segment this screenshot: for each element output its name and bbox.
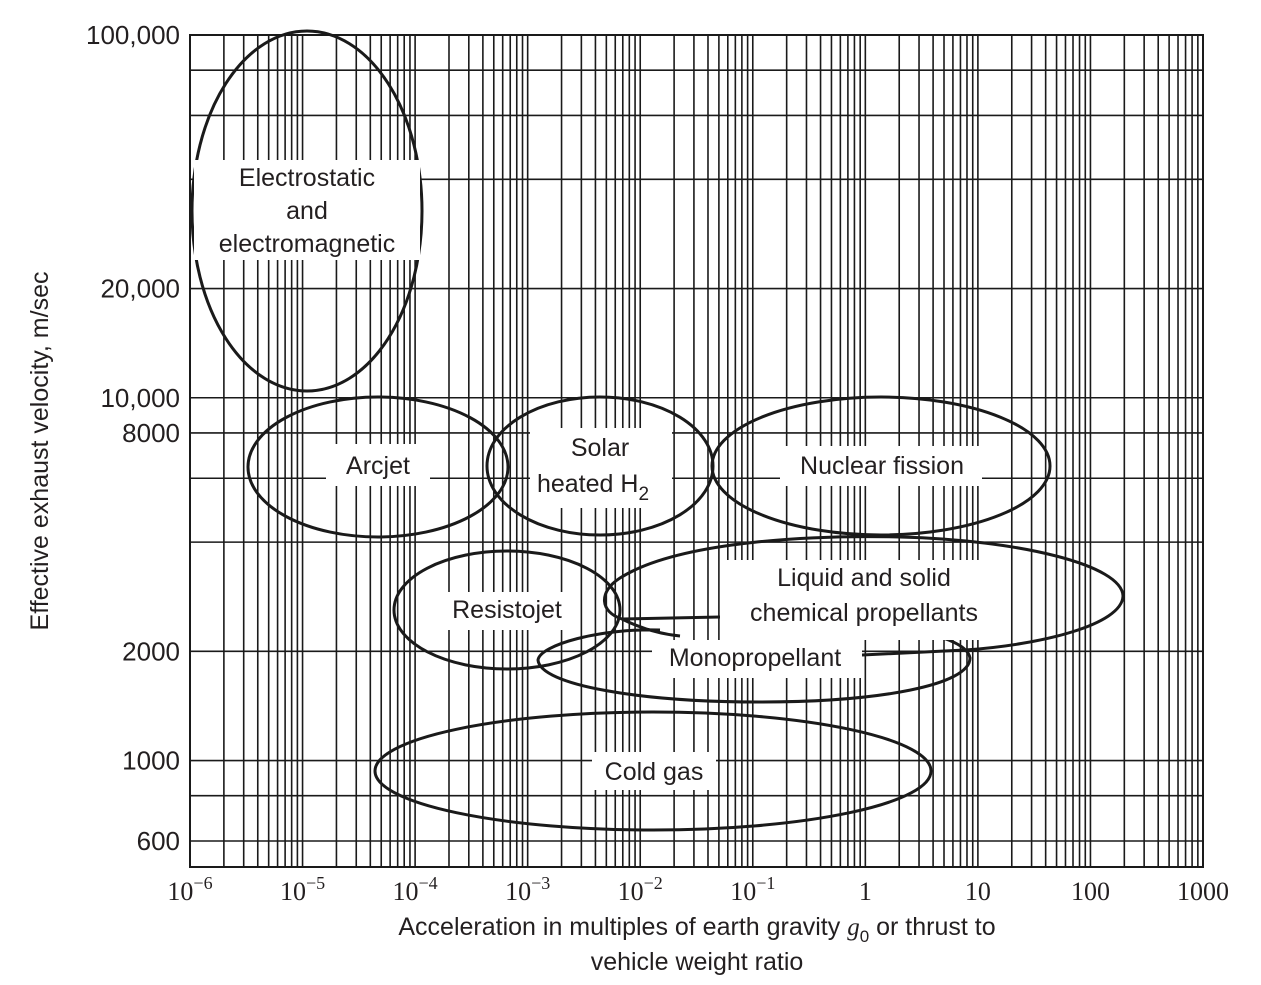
y-tick-label: 8000: [122, 418, 180, 448]
region-chemical-propellants: [603, 535, 1125, 657]
region-label-electrostatic-and-electromagnetic: Electrostatic: [239, 164, 375, 192]
region-label-electrostatic-and-electromagnetic: and: [286, 197, 328, 225]
label-background: [592, 752, 716, 790]
x-tick-label: 10−3: [505, 873, 550, 906]
x-tick-label: 10−4: [393, 873, 438, 906]
x-tick-label: 1: [859, 877, 872, 906]
region-label-solar-heated-h2: Solar: [571, 434, 629, 462]
label-background: [194, 160, 420, 260]
region-label-arcjet: Arcjet: [346, 452, 410, 480]
region-label-electrostatic-and-electromagnetic: electromagnetic: [219, 230, 395, 258]
region-label-cold-gas: Cold gas: [605, 758, 704, 786]
region-label-liquid-and-solid-chemical-propellants: chemical propellants: [750, 599, 978, 627]
label-background: [652, 640, 862, 678]
region-nuclear-fission: [710, 395, 1052, 537]
x-tick-label: 10−2: [618, 873, 663, 906]
region-electrostatic: [190, 29, 424, 393]
y-tick-label: 1000: [122, 746, 180, 776]
y-tick-label: 2000: [122, 636, 180, 666]
y-tick-label: 100,000: [86, 20, 180, 50]
y-tick-label: 20,000: [100, 274, 180, 304]
x-tick-label: 10−1: [730, 873, 775, 906]
label-background: [780, 446, 982, 486]
x-tick-label: 10−6: [167, 873, 212, 906]
y-tick-label: 600: [137, 826, 180, 856]
region-resistojet: [392, 549, 622, 671]
y-axis-ticks: 100,000 20,000 10,000 8000 2000 1000 600: [86, 20, 180, 856]
region-cold-gas: [373, 710, 933, 832]
x-axis-title-line1: Acceleration in multiples of earth gravi…: [398, 913, 995, 946]
label-background: [440, 592, 574, 630]
region-label-solar-heated-h2: heated H2: [537, 470, 649, 505]
region-monopropellant: [536, 617, 972, 704]
region-label-monopropellant: Monopropellant: [669, 644, 841, 672]
x-tick-label: 100: [1071, 877, 1110, 906]
region-arcjet: [246, 395, 510, 539]
regions-layer: [190, 29, 1125, 832]
y-tick-label: 10,000: [100, 383, 180, 413]
region-label-nuclear-fission: Nuclear fission: [800, 452, 964, 480]
label-background: [530, 428, 672, 508]
label-background: [326, 444, 430, 486]
region-labels-layer: Electrostatic and electromagnetic Arcjet Sol…: [194, 160, 1002, 790]
region-label-resistojet: Resistojet: [452, 596, 562, 624]
x-tick-label: 1000: [1177, 877, 1229, 906]
x-tick-label: 10−5: [280, 873, 325, 906]
plot-frame: [189, 34, 1204, 868]
region-label-liquid-and-solid-chemical-propellants: Liquid and solid: [777, 564, 951, 592]
x-axis-title-line2: vehicle weight ratio: [591, 948, 804, 976]
label-background: [720, 560, 1002, 640]
x-tick-label: 10: [965, 877, 991, 906]
y-axis-title: Effective exhaust velocity, m/sec: [26, 272, 54, 631]
x-axis-ticks: 10−6 10−5 10−4 10−3 10−2 10−1 1 10 100 1000: [167, 873, 1229, 906]
